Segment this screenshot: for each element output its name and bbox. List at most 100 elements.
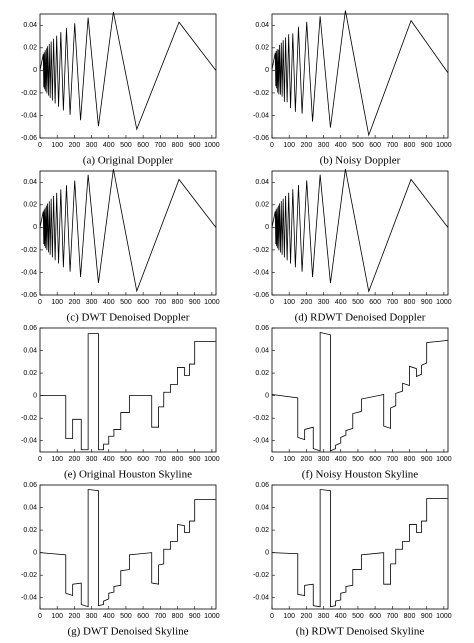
caption: (c) DWT Denoised Doppler (67, 312, 190, 324)
x-tick-label: 1000 (204, 613, 220, 620)
x-tick-label: 700 (386, 299, 398, 306)
y-tick-label: -0.02 (253, 247, 269, 254)
x-tick-label: 0 (270, 613, 274, 620)
x-tick-label: 900 (189, 613, 201, 620)
x-tick-label: 700 (386, 456, 398, 463)
y-tick-label: 0 (33, 392, 37, 399)
y-tick-label: 0.06 (23, 482, 37, 489)
x-tick-label: 100 (283, 299, 295, 306)
y-tick-label: 0 (33, 67, 37, 74)
x-tick-label: 1000 (436, 142, 452, 149)
x-tick-label: 600 (137, 613, 149, 620)
signal-line (271, 10, 449, 137)
x-tick-label: 700 (154, 613, 166, 620)
signal-line (39, 11, 217, 131)
x-tick-label: 200 (301, 456, 313, 463)
x-tick-label: 900 (421, 456, 433, 463)
plot-frame (39, 13, 217, 139)
y-tick-label: 0.02 (255, 527, 269, 534)
y-tick-label: 0.04 (255, 504, 269, 511)
y-tick-label: 0.04 (23, 347, 37, 354)
x-tick-label: 300 (86, 456, 98, 463)
x-tick-label: 900 (421, 613, 433, 620)
y-tick-label: -0.02 (21, 572, 37, 579)
y-tick-label: -0.06 (253, 135, 269, 142)
y-tick-label: -0.02 (253, 90, 269, 97)
y-tick-label: 0.06 (255, 325, 269, 332)
x-tick-label: 700 (154, 142, 166, 149)
y-tick-label: 0 (33, 549, 37, 556)
y-tick-label: 0.04 (23, 179, 37, 186)
x-tick-label: 100 (51, 456, 63, 463)
x-tick-label: 0 (38, 456, 42, 463)
x-tick-label: 300 (86, 299, 98, 306)
signal-line (39, 489, 216, 608)
x-tick-label: 900 (189, 299, 201, 306)
signal-line (40, 333, 216, 451)
x-tick-label: 800 (172, 456, 184, 463)
caption: (b) Noisy Doppler (320, 155, 401, 167)
x-tick-label: 800 (404, 299, 416, 306)
y-tick-label: 0.04 (255, 22, 269, 29)
y-tick-label: 0.02 (255, 45, 269, 52)
y-tick-label: 0.04 (23, 504, 37, 511)
x-tick-label: 400 (335, 299, 347, 306)
y-tick-label: -0.02 (253, 572, 269, 579)
x-tick-label: 800 (404, 613, 416, 620)
x-tick-label: 0 (270, 299, 274, 306)
x-tick-label: 700 (154, 456, 166, 463)
y-tick-label: -0.04 (253, 595, 269, 602)
y-tick-label: -0.04 (253, 438, 269, 445)
y-tick-label: 0.02 (255, 202, 269, 209)
y-tick-label: 0.02 (23, 45, 37, 52)
x-tick-label: 300 (318, 299, 330, 306)
x-tick-label: 500 (352, 613, 364, 620)
x-tick-label: 500 (120, 142, 132, 149)
x-tick-label: 1000 (436, 613, 452, 620)
x-tick-label: 500 (352, 299, 364, 306)
plot-frame (271, 484, 449, 610)
x-tick-label: 400 (103, 456, 115, 463)
y-tick-label: 0.04 (255, 179, 269, 186)
signal-line (271, 489, 448, 608)
x-tick-label: 0 (38, 299, 42, 306)
x-tick-label: 1000 (204, 299, 220, 306)
x-tick-label: 800 (172, 142, 184, 149)
signal-line (271, 169, 449, 293)
x-tick-label: 0 (38, 142, 42, 149)
y-tick-label: 0.06 (23, 325, 37, 332)
y-tick-label: 0 (265, 549, 269, 556)
x-tick-label: 300 (318, 142, 330, 149)
y-tick-label: 0 (265, 67, 269, 74)
caption: (e) Original Houston Skyline (64, 469, 192, 481)
x-tick-label: 200 (301, 613, 313, 620)
caption: (f) Noisy Houston Skyline (302, 469, 419, 481)
signal-line (271, 332, 448, 452)
x-tick-label: 200 (301, 142, 313, 149)
caption: (a) Original Doppler (83, 155, 174, 167)
x-tick-label: 500 (120, 613, 132, 620)
y-tick-label: -0.04 (21, 438, 37, 445)
y-tick-label: -0.06 (253, 292, 269, 299)
x-tick-label: 400 (103, 142, 115, 149)
y-tick-label: -0.04 (21, 269, 37, 276)
plot-frame (39, 170, 217, 296)
x-tick-label: 500 (120, 456, 132, 463)
x-tick-label: 600 (369, 456, 381, 463)
x-tick-label: 400 (103, 613, 115, 620)
x-tick-label: 500 (352, 456, 364, 463)
y-tick-label: -0.02 (21, 247, 37, 254)
x-tick-label: 500 (352, 142, 364, 149)
y-tick-label: -0.04 (253, 112, 269, 119)
x-tick-label: 0 (270, 456, 274, 463)
plot-frame (271, 170, 449, 296)
y-tick-label: 0.02 (23, 527, 37, 534)
x-tick-label: 1000 (204, 456, 220, 463)
x-tick-label: 300 (318, 613, 330, 620)
y-tick-label: -0.02 (253, 415, 269, 422)
x-tick-label: 900 (189, 142, 201, 149)
plot-frame (39, 484, 217, 610)
x-tick-label: 800 (172, 613, 184, 620)
x-tick-label: 900 (421, 142, 433, 149)
